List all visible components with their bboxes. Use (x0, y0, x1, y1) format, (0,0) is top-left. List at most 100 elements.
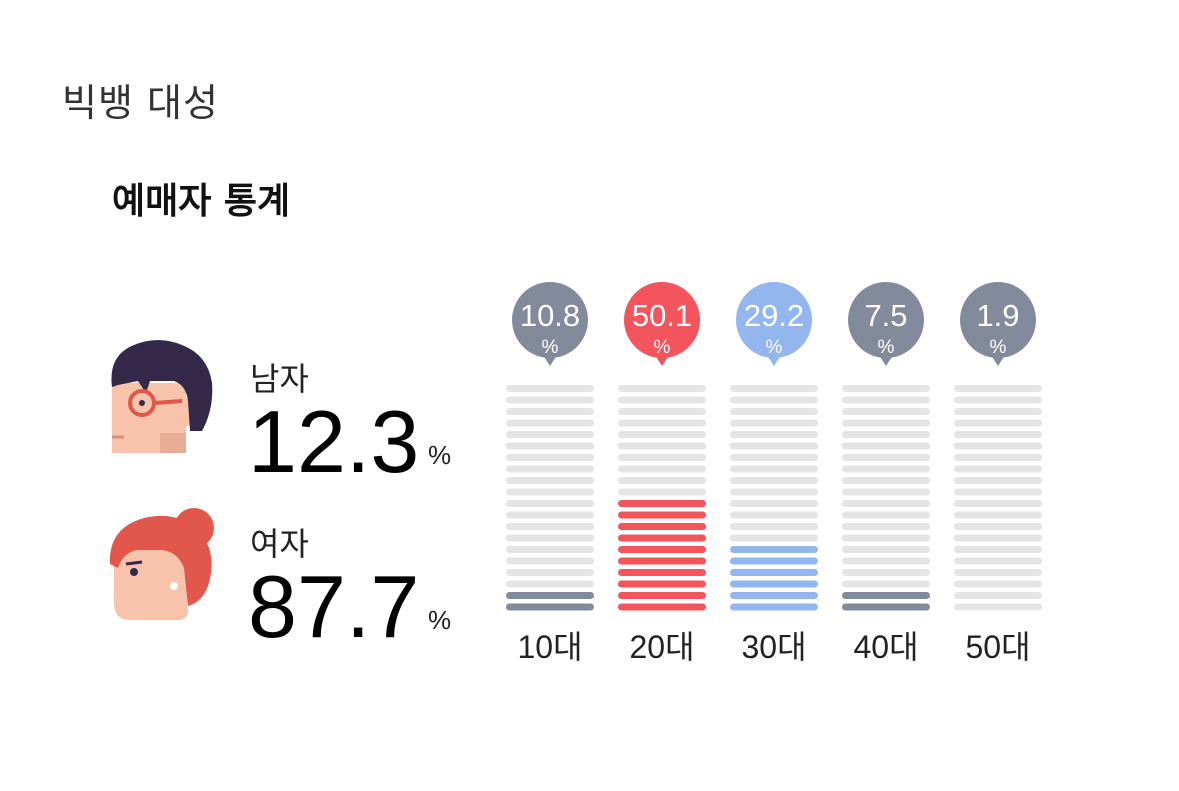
value-bubble: 7.5% (848, 282, 924, 366)
bar-segment-empty (954, 592, 1042, 599)
bar-segment-empty (618, 454, 706, 461)
bar-segment-empty (730, 408, 818, 415)
female-percent-sign: % (428, 605, 452, 635)
bar-segment-empty (506, 534, 594, 542)
data-label: 29.2 (744, 298, 804, 333)
female-percentage: 87.7 (248, 557, 420, 656)
bar-segment-empty (954, 419, 1042, 427)
bar-segment-empty (842, 534, 930, 542)
data-label-unit: % (654, 337, 671, 358)
bar-segment-empty (842, 408, 930, 415)
bar-segment-filled (618, 500, 706, 507)
data-label-unit: % (542, 337, 559, 358)
value-bubble-pointer (653, 352, 671, 366)
bar-segment-empty (730, 396, 818, 404)
bar-segment-empty (618, 465, 706, 473)
bar-segment-empty (954, 500, 1042, 507)
bar-segment-empty (954, 580, 1042, 588)
bar-segment-empty (954, 477, 1042, 484)
bar-segment-filled (618, 546, 706, 553)
man-with-glasses-icon (108, 335, 218, 460)
age-column-20: 50.1% 20대 (618, 282, 706, 665)
age-column-40: 7.5% 40대 (842, 282, 930, 665)
bar-segment-empty (954, 442, 1042, 450)
bar-segment-filled (842, 603, 930, 611)
bar-segment-empty (506, 408, 594, 415)
category-label: 40대 (853, 629, 918, 665)
bar-segment-filled (618, 569, 706, 576)
bar-segment-empty (730, 534, 818, 542)
bar-segment-filled (506, 592, 594, 599)
category-label: 10대 (517, 629, 582, 665)
bar-segment-empty (618, 385, 706, 392)
bar-segment-empty (618, 431, 706, 438)
bar-segment-empty (842, 442, 930, 450)
value-bubble-circle (736, 282, 812, 358)
bar-segment-empty (506, 580, 594, 588)
bar-segment-empty (730, 465, 818, 473)
male-percent-sign: % (428, 440, 452, 470)
data-label: 50.1 (632, 298, 692, 333)
data-label-unit: % (990, 337, 1007, 358)
value-bubble-circle (624, 282, 700, 358)
bar-segment-empty (618, 419, 706, 427)
bar-segment-empty (506, 442, 594, 450)
bar-segment-filled (842, 592, 930, 599)
value-bubble-circle (960, 282, 1036, 358)
bar-segment-empty (954, 523, 1042, 530)
category-label: 50대 (965, 629, 1030, 665)
bar-segment-empty (842, 419, 930, 427)
bar-segment-empty (954, 557, 1042, 565)
bar-segment-empty (842, 500, 930, 507)
bar-segment-empty (954, 534, 1042, 542)
bar-segment-filled (506, 603, 594, 611)
bar-segment-filled (618, 592, 706, 599)
bar-segment-empty (954, 454, 1042, 461)
bar-segment-filled (730, 603, 818, 611)
section-title: 예매자 통계 (112, 181, 291, 222)
bar-segment-empty (506, 488, 594, 496)
bar-segment-empty (506, 523, 594, 530)
bar-segment-empty (506, 500, 594, 507)
bar-segment-empty (506, 396, 594, 404)
bar-segment-empty (842, 396, 930, 404)
value-bubble-pointer (765, 352, 783, 366)
bar-segment-empty (954, 488, 1042, 496)
bar-segment-filled (618, 523, 706, 530)
bar-segment-empty (506, 431, 594, 438)
bar-segment-empty (506, 385, 594, 392)
bar-segment-empty (954, 385, 1042, 392)
bar-segment-filled (618, 580, 706, 588)
value-bubble-pointer (541, 352, 559, 366)
bar-segment-filled (730, 546, 818, 553)
bar-segment-filled (730, 569, 818, 576)
bar-segment-filled (730, 557, 818, 565)
bar-segment-empty (506, 546, 594, 553)
value-bubble: 29.2% (736, 282, 812, 366)
value-bubble: 1.9% (960, 282, 1036, 366)
bar-segment-empty (618, 396, 706, 404)
bar-segment-empty (842, 431, 930, 438)
bar-segment-empty (954, 569, 1042, 576)
bar-segment-empty (842, 511, 930, 519)
bar-segment-filled (618, 511, 706, 519)
bar-segment-empty (730, 419, 818, 427)
age-column-10: 10.8% 10대 (506, 282, 594, 665)
bar-segment-empty (842, 477, 930, 484)
bar-segment-filled (618, 603, 706, 611)
bar-segment-empty (842, 454, 930, 461)
bar-segment-empty (730, 385, 818, 392)
bar-segment-empty (954, 465, 1042, 473)
category-label: 30대 (741, 629, 806, 665)
bar-segment-empty (506, 419, 594, 427)
bar-segment-empty (954, 511, 1042, 519)
category-label: 20대 (629, 629, 694, 665)
age-column-30: 29.2% 30대 (730, 282, 818, 665)
bar-segment-empty (954, 396, 1042, 404)
bar-segment-empty (730, 523, 818, 530)
bar-segment-empty (954, 408, 1042, 415)
bar-segment-empty (954, 603, 1042, 611)
bar-segment-empty (954, 546, 1042, 553)
bar-segment-empty (730, 454, 818, 461)
woman-with-bun-icon (108, 502, 218, 627)
